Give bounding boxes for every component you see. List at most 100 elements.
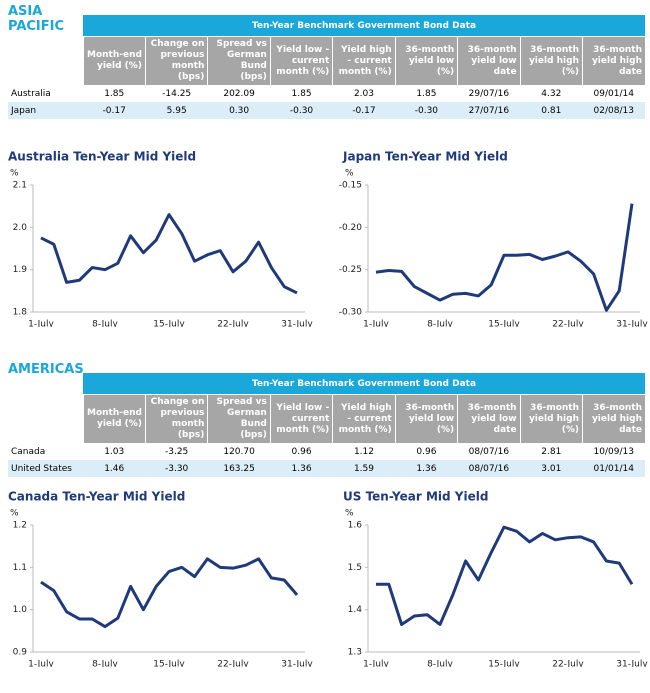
region-label: ASIA PACIFIC [8, 4, 65, 34]
region-label: AMERICAS [8, 362, 84, 377]
data-table: Ten-Year Benchmark Government Bond Data M… [8, 373, 645, 477]
cell: 08/07/16 [457, 460, 521, 477]
x-tick-label: 22-July [552, 320, 584, 328]
table-row: Japan -0.17 5.95 0.30 -0.30 -0.17 -0.30 27/07/1… [8, 102, 645, 119]
x-tick-label: 22-July [217, 660, 249, 668]
cell: 120.70 [223, 446, 255, 457]
cell: 4.32 [541, 88, 562, 99]
cell: -0.30 [270, 102, 333, 119]
y-axis-label: % [345, 509, 354, 519]
header-cell: 36-month yield high (%) [519, 36, 583, 85]
x-tick-label: 1-July [363, 320, 389, 328]
cell: 1.03 [104, 446, 125, 457]
cell: -0.30 [395, 102, 458, 119]
y-tick-label: 1.8 [13, 308, 28, 318]
chart: Japan Ten-Year Mid Yield% -0.30 -0.25 -0.20… [339, 150, 649, 328]
y-tick-label: 1.9 [13, 265, 28, 275]
cell: 1.85 [291, 88, 312, 99]
header-cell: 36-month yield high date [582, 394, 645, 443]
y-tick-label: -0.30 [339, 308, 363, 318]
cell: 0.81 [520, 102, 583, 119]
line-series [375, 203, 634, 312]
cell: 0.30 [207, 102, 271, 119]
title-row: Ten-Year Benchmark Government Bond Data [8, 373, 645, 395]
header-cell: 36-month yield low date [457, 36, 521, 85]
cell: 0.96 [291, 446, 312, 457]
chart-title: Canada Ten-Year Mid Yield [8, 490, 185, 504]
cell: 5.95 [145, 102, 208, 119]
cell: -3.30 [145, 460, 208, 477]
cell: 27/07/16 [457, 102, 521, 119]
title-row: Ten-Year Benchmark Government Bond Data [8, 15, 645, 37]
chart: US Ten-Year Mid Yield% 1.3 1.4 1.5 1.6 1-July… [343, 490, 648, 668]
cell [8, 15, 83, 37]
table-row: United States 1.46 -3.30 163.25 1.36 1.59 1.36… [8, 460, 645, 477]
y-tick-label: 0.9 [13, 648, 28, 658]
x-tick-label: 1-July [28, 320, 54, 328]
y-axis-label: % [345, 169, 354, 179]
cell: 1.36 [270, 460, 333, 477]
line-series [40, 557, 299, 629]
y-tick-label: 1.3 [348, 648, 362, 658]
y-tick-label: 1.5 [348, 563, 362, 573]
y-tick-label: 1.6 [348, 521, 363, 531]
cell: Australia [11, 88, 51, 99]
x-tick-label: 15-July [153, 320, 185, 328]
cell [8, 373, 83, 395]
header-cell: Month-end yield (%) [82, 394, 146, 443]
header-cell: 36-month yield low (%) [394, 36, 458, 85]
table-title: Ten-Year Benchmark Government Bond Data [83, 373, 645, 395]
cell: 1.85 [416, 88, 437, 99]
y-tick-label: 1.1 [13, 563, 27, 573]
cell: 1.36 [395, 460, 458, 477]
x-tick-label: 15-July [488, 660, 520, 668]
cell: -3.25 [165, 446, 189, 457]
y-tick-label: 1.0 [13, 605, 28, 615]
header-row: Month-end yield (%) Change on previous mo… [8, 394, 645, 443]
cell: 09/01/14 [593, 88, 634, 99]
cell: 08/07/16 [468, 446, 510, 457]
header-cell: Yield high - current month (%) [332, 394, 396, 443]
x-tick-label: 8-July [427, 320, 453, 328]
chart: Australia Ten-Year Mid Yield% 1.8 1.9 2.0 2.… [8, 150, 313, 328]
header-cell: Spread vs German Bund (bps) [207, 36, 271, 85]
table-title: Ten-Year Benchmark Government Bond Data [83, 15, 645, 37]
y-tick-label: 1.4 [348, 605, 363, 615]
chart-title: Japan Ten-Year Mid Yield [342, 150, 508, 164]
header-cell: 36-month yield high (%) [519, 394, 583, 443]
header-cell: Yield low - current month (%) [269, 394, 333, 443]
y-axis-label: % [10, 169, 19, 179]
y-tick-label: -0.15 [339, 181, 362, 191]
x-tick-label: 8-July [92, 320, 118, 328]
data-table: Ten-Year Benchmark Government Bond Data M… [8, 15, 645, 119]
line-series [40, 213, 298, 295]
header-cell: Month-end yield (%) [82, 36, 146, 85]
cell: 3.01 [520, 460, 583, 477]
y-axis-label: % [10, 509, 19, 519]
cell: United States [8, 460, 83, 477]
table-row: Canada 1.03 -3.25 120.70 0.96 1.12 0.96 08/07/1… [8, 443, 645, 460]
x-tick-label: 31-July [616, 660, 648, 668]
cell: -0.17 [332, 102, 396, 119]
cell: 10/09/13 [593, 446, 634, 457]
header-cell: 36-month yield low date [457, 394, 521, 443]
x-tick-label: 1-July [28, 660, 54, 668]
x-tick-label: 22-July [552, 660, 584, 668]
cell: -14.25 [162, 88, 192, 99]
chart: Canada Ten-Year Mid Yield% 0.9 1.0 1.1 1.2 1-… [8, 490, 313, 668]
x-tick-label: 15-July [153, 660, 185, 668]
header-cell: 36-month yield high date [582, 36, 645, 85]
table-row: Australia 1.85 -14.25 202.09 1.85 2.03 1.85 29/… [8, 85, 645, 102]
header-cell: Spread vs German Bund (bps) [207, 394, 271, 443]
header-cell: Yield low - current month (%) [269, 36, 333, 85]
header-cell: Yield high - current month (%) [332, 36, 396, 85]
y-tick-label: 1.2 [13, 521, 27, 531]
x-tick-label: 31-July [616, 320, 648, 328]
cell [8, 37, 83, 86]
x-tick-label: 15-July [488, 320, 520, 328]
x-tick-label: 1-July [363, 660, 389, 668]
cell: 1.12 [353, 446, 374, 457]
y-tick-label: -0.20 [339, 223, 363, 233]
y-tick-label: 2.0 [13, 223, 28, 233]
